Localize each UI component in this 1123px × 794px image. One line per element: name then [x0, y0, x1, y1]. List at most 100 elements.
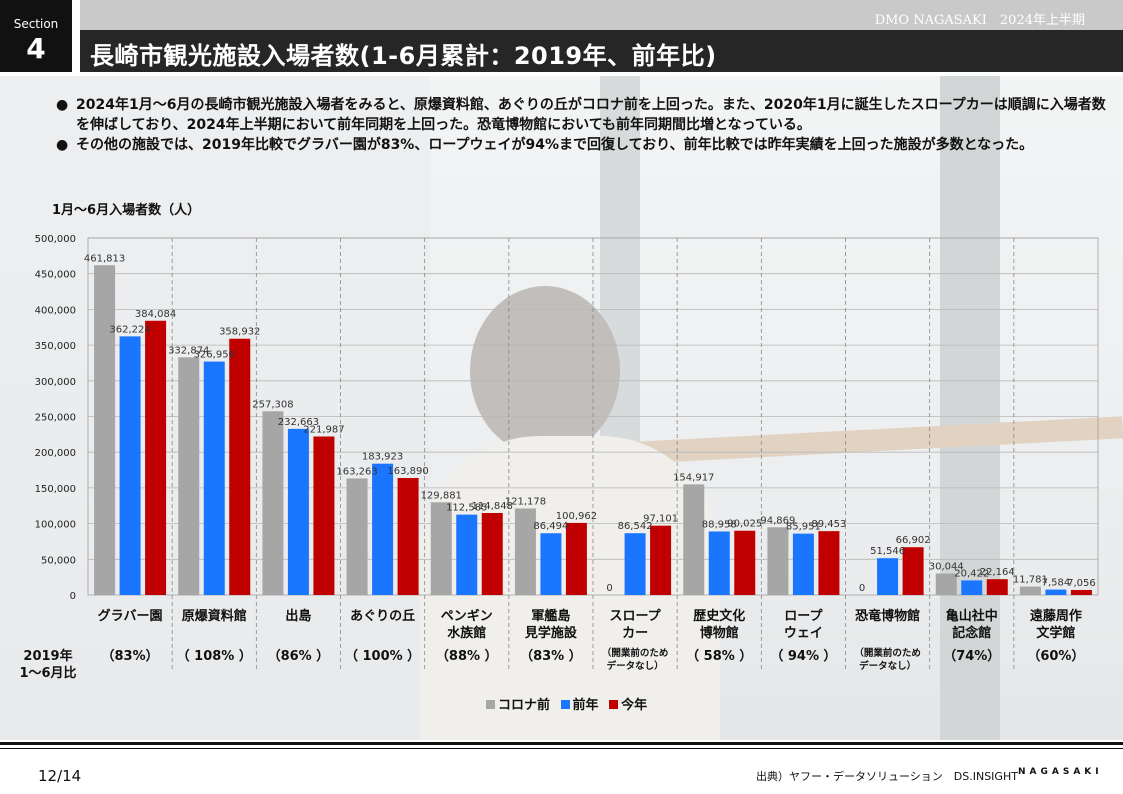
bar-last-year — [708, 531, 730, 595]
x-tick-label: 見学施設 — [524, 625, 578, 641]
bar-this-year — [145, 320, 167, 595]
footer-rule — [0, 748, 1123, 749]
header-title-bar — [80, 30, 1123, 72]
ratio-label: データなし） — [859, 660, 916, 672]
data-label: 7,584 — [1042, 578, 1071, 589]
data-label: 88,958 — [702, 519, 737, 530]
x-tick-label: 記念館 — [952, 625, 991, 641]
data-label: 89,453 — [811, 519, 846, 530]
bar-last-year — [792, 533, 814, 595]
bar-pre-covid — [514, 508, 536, 595]
bar-last-year — [203, 361, 225, 595]
ratio-row-header: 1～6月比 — [19, 665, 76, 681]
x-tick-label: 遠藤周作 — [1030, 608, 1082, 624]
ratio-label: （88% ） — [436, 648, 498, 664]
bar-last-year — [877, 558, 899, 595]
bar-this-year — [397, 477, 419, 595]
y-tick-label: 350,000 — [35, 341, 76, 352]
ratio-label: （74%） — [943, 648, 1000, 664]
data-label: 114,848 — [472, 501, 513, 512]
data-label: 257,308 — [252, 399, 293, 410]
bar-last-year — [456, 514, 478, 595]
bar-pre-covid — [935, 573, 957, 595]
source-note: 出典）ヤフー・データソリューション DS.INSIGHT — [756, 770, 1018, 783]
x-tick-label: 恐竜博物館 — [855, 608, 920, 624]
data-label: 51,546 — [870, 546, 905, 557]
data-label: 85,951 — [786, 522, 821, 533]
x-tick-label: 亀山社中 — [946, 608, 998, 624]
legend-label: 前年 — [572, 698, 599, 713]
bullet-text: その他の施設では、2019年比較でグラバー園が83%、ロープウェイが94%まで回… — [76, 137, 1034, 153]
bullet-dot-icon: ● — [56, 137, 69, 153]
ratio-label: （ 94% ） — [770, 648, 836, 664]
data-label: 332,874 — [168, 345, 209, 356]
bar-this-year — [734, 530, 756, 595]
legend-item: コロナ前 — [486, 694, 550, 713]
legend-item: 今年 — [609, 694, 647, 713]
page-number: 12/14 — [38, 767, 82, 785]
bar-last-year — [624, 533, 646, 595]
data-label: 461,813 — [84, 253, 125, 264]
bar-this-year — [650, 525, 672, 595]
x-tick-label: ロープ — [784, 609, 823, 624]
ratio-label: データなし） — [607, 660, 664, 672]
bar-last-year — [1045, 589, 1067, 595]
x-tick-label: あぐりの丘 — [350, 609, 415, 624]
bar-this-year — [818, 531, 840, 595]
y-tick-label: 50,000 — [41, 555, 76, 566]
brand-logo: NAGASAKI — [1018, 767, 1103, 777]
legend-swatch — [609, 700, 619, 709]
data-label: 7,056 — [1067, 578, 1096, 589]
bar-pre-covid — [262, 411, 284, 595]
data-label: 221,987 — [303, 425, 344, 436]
data-label: 94,869 — [760, 515, 795, 526]
ratio-label: （60%） — [1027, 648, 1084, 664]
data-label: 112,585 — [446, 503, 487, 514]
data-label: 163,263 — [336, 466, 377, 477]
org-label: DMO NAGASAKI 2024年上半期 — [874, 13, 1085, 28]
data-label: 11,781 — [1013, 575, 1048, 586]
bar-pre-covid — [683, 484, 705, 595]
bar-pre-covid — [767, 527, 789, 595]
y-tick-label: 300,000 — [35, 377, 76, 388]
ratio-label: （83% ） — [520, 648, 582, 664]
legend-label: コロナ前 — [498, 698, 551, 713]
y-tick-label: 450,000 — [35, 270, 76, 281]
y-tick-label: 150,000 — [35, 484, 76, 495]
data-label: 86,494 — [533, 521, 568, 532]
data-label: 121,178 — [505, 496, 546, 507]
y-tick-label: 400,000 — [35, 305, 76, 316]
data-label: 30,044 — [929, 562, 964, 573]
section-number: 4 — [26, 32, 46, 65]
ratio-label: （ 58% ） — [686, 648, 752, 664]
data-label: 154,917 — [673, 472, 714, 483]
data-label: 22,164 — [980, 567, 1015, 578]
ratio-label: （86% ） — [268, 648, 330, 664]
ratio-label: （ 108% ） — [177, 648, 252, 664]
data-label: 384,084 — [135, 309, 176, 320]
legend-swatch — [560, 700, 570, 709]
data-label: 20,422 — [954, 568, 989, 579]
x-tick-label: 文学館 — [1036, 625, 1075, 641]
bar-last-year — [540, 533, 562, 595]
x-tick-label: カー — [622, 626, 648, 641]
bar-last-year — [119, 336, 141, 595]
data-label: 232,663 — [278, 417, 319, 428]
footer-rule — [0, 742, 1123, 745]
section-block: Section 4 — [0, 0, 72, 72]
x-tick-label: 軍艦島 — [531, 608, 570, 624]
bar-this-year — [986, 579, 1008, 595]
x-tick-label: ペンギン — [441, 608, 493, 624]
bar-last-year — [372, 463, 394, 595]
page-title: 長崎市観光施設入場者数(1-6月累計：2019年、前年比) — [90, 42, 717, 70]
bar-this-year — [565, 522, 587, 595]
bar-this-year — [902, 547, 924, 595]
legend-swatch — [486, 700, 495, 709]
x-tick-label: 水族館 — [447, 625, 486, 641]
data-label: 362,224 — [109, 324, 150, 335]
y-tick-label: 0 — [70, 591, 76, 602]
y-tick-label: 250,000 — [35, 413, 76, 424]
data-label: 97,101 — [643, 514, 678, 525]
ratio-row-header: 2019年 — [23, 648, 72, 664]
